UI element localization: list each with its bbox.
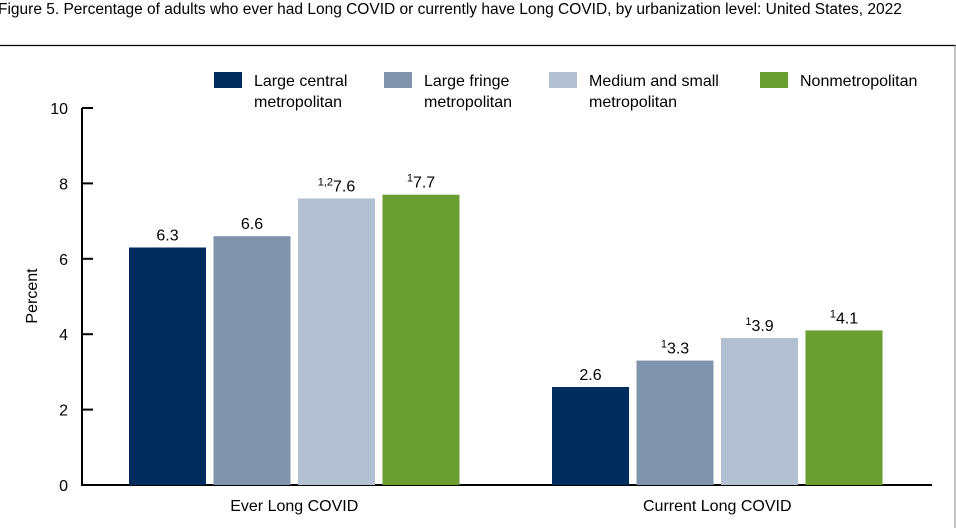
bar <box>552 386 629 485</box>
bar <box>129 247 206 485</box>
data-label: 6.3 <box>156 227 178 244</box>
legend-label: Medium and small <box>589 73 719 90</box>
legend-swatch <box>549 72 577 88</box>
y-axis-label: Percent <box>24 268 41 324</box>
y-tick-label: 2 <box>59 403 68 420</box>
y-tick-label: 8 <box>59 176 68 193</box>
data-label: 14.1 <box>830 308 858 327</box>
y-tick-label: 0 <box>59 478 68 495</box>
bar <box>382 194 460 485</box>
legend-label: Nonmetropolitan <box>800 73 917 90</box>
y-tick-label: 10 <box>50 101 68 118</box>
data-label: 2.6 <box>579 367 601 384</box>
x-category-label: Current Long COVID <box>643 498 792 515</box>
chart-title: Figure 5. Percentage of adults who ever … <box>0 1 902 18</box>
y-tick-label: 4 <box>59 327 68 344</box>
legend-label: metropolitan <box>589 94 677 111</box>
legend-label: metropolitan <box>254 94 342 111</box>
legend-swatch <box>384 72 412 88</box>
data-label: 1,27.6 <box>318 176 356 195</box>
legend-label: Large central <box>254 73 347 90</box>
bar <box>298 198 375 486</box>
data-label: 13.3 <box>661 339 689 358</box>
bar <box>805 330 883 485</box>
bar <box>636 360 714 485</box>
bar <box>213 236 291 485</box>
data-label: 13.9 <box>745 316 773 335</box>
legend-swatch <box>214 72 242 88</box>
legend-label: metropolitan <box>424 94 512 111</box>
legend-swatch <box>760 72 788 88</box>
x-category-label: Ever Long COVID <box>230 498 358 515</box>
bar <box>721 337 798 485</box>
legend-label: Large fringe <box>424 73 509 90</box>
y-tick-label: 6 <box>59 252 68 269</box>
data-label: 6.6 <box>241 216 263 233</box>
data-label: 17.7 <box>407 173 435 192</box>
